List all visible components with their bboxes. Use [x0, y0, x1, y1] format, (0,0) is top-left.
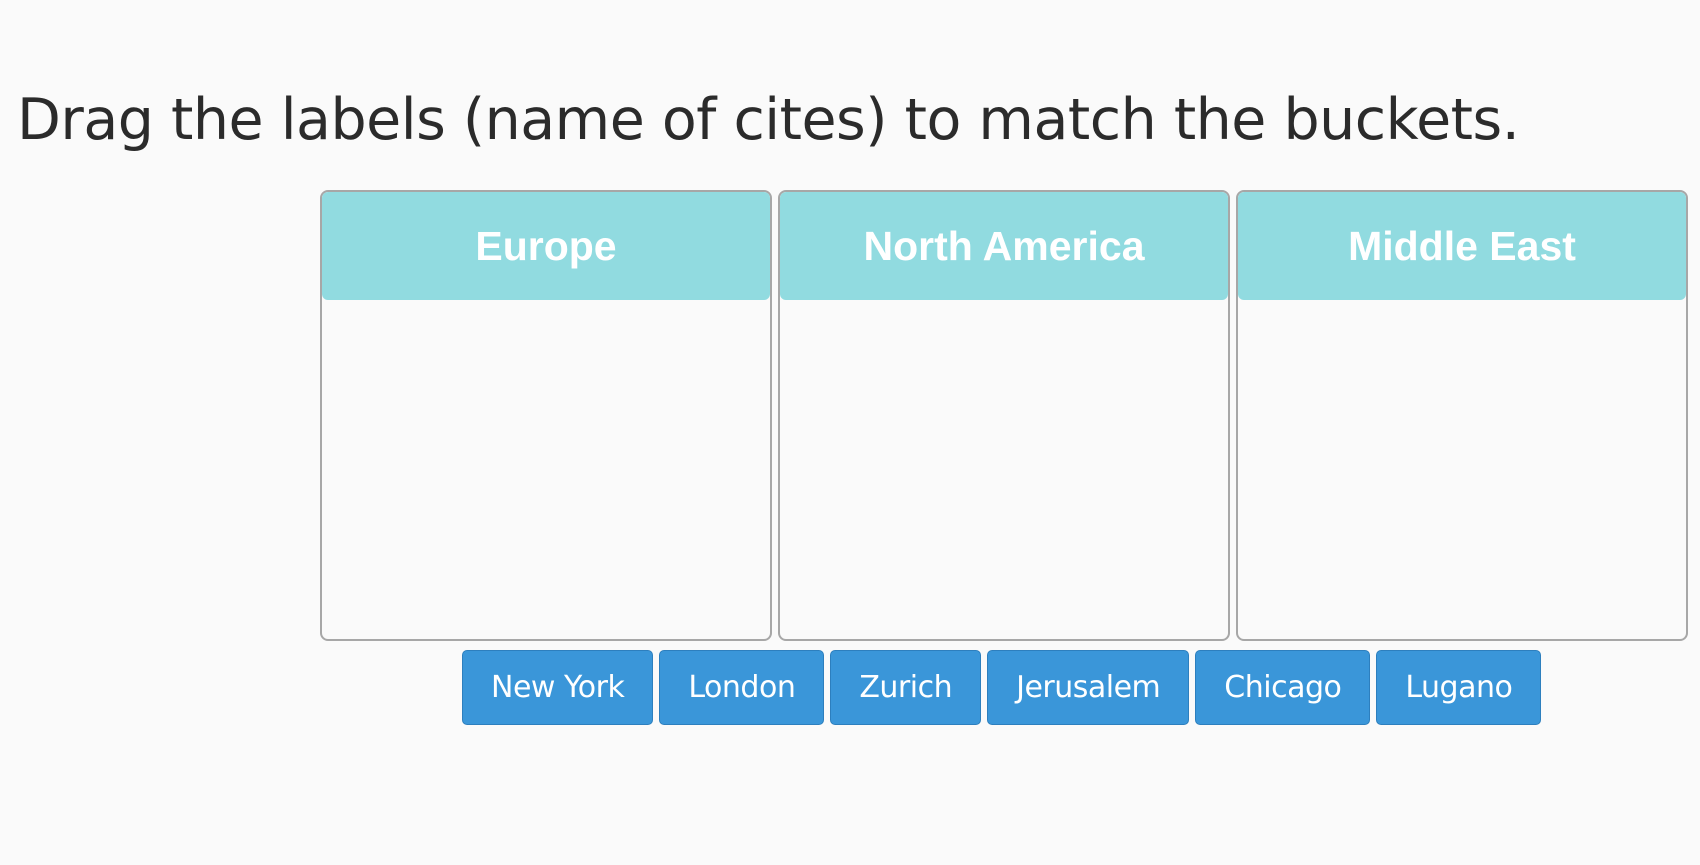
label-lugano[interactable]: Lugano [1376, 650, 1542, 725]
bucket-header: Europe [322, 192, 770, 300]
label-chicago[interactable]: Chicago [1195, 650, 1371, 725]
bucket-drop-zone[interactable] [780, 300, 1228, 639]
bucket-header: Middle East [1238, 192, 1686, 300]
label-new-york[interactable]: New York [462, 650, 654, 725]
bucket-north-america[interactable]: North America [778, 190, 1230, 641]
bucket-group: Europe North America Middle East [320, 190, 1688, 641]
instruction-text: Drag the labels (name of cites) to match… [17, 87, 1520, 153]
bucket-header: North America [780, 192, 1228, 300]
bucket-middle-east[interactable]: Middle East [1236, 190, 1688, 641]
bucket-drop-zone[interactable] [1238, 300, 1686, 639]
label-jerusalem[interactable]: Jerusalem [987, 650, 1190, 725]
label-london[interactable]: London [659, 650, 825, 725]
bucket-europe[interactable]: Europe [320, 190, 772, 641]
label-zurich[interactable]: Zurich [830, 650, 982, 725]
label-pool: New York London Zurich Jerusalem Chicago… [462, 650, 1542, 725]
bucket-drop-zone[interactable] [322, 300, 770, 639]
